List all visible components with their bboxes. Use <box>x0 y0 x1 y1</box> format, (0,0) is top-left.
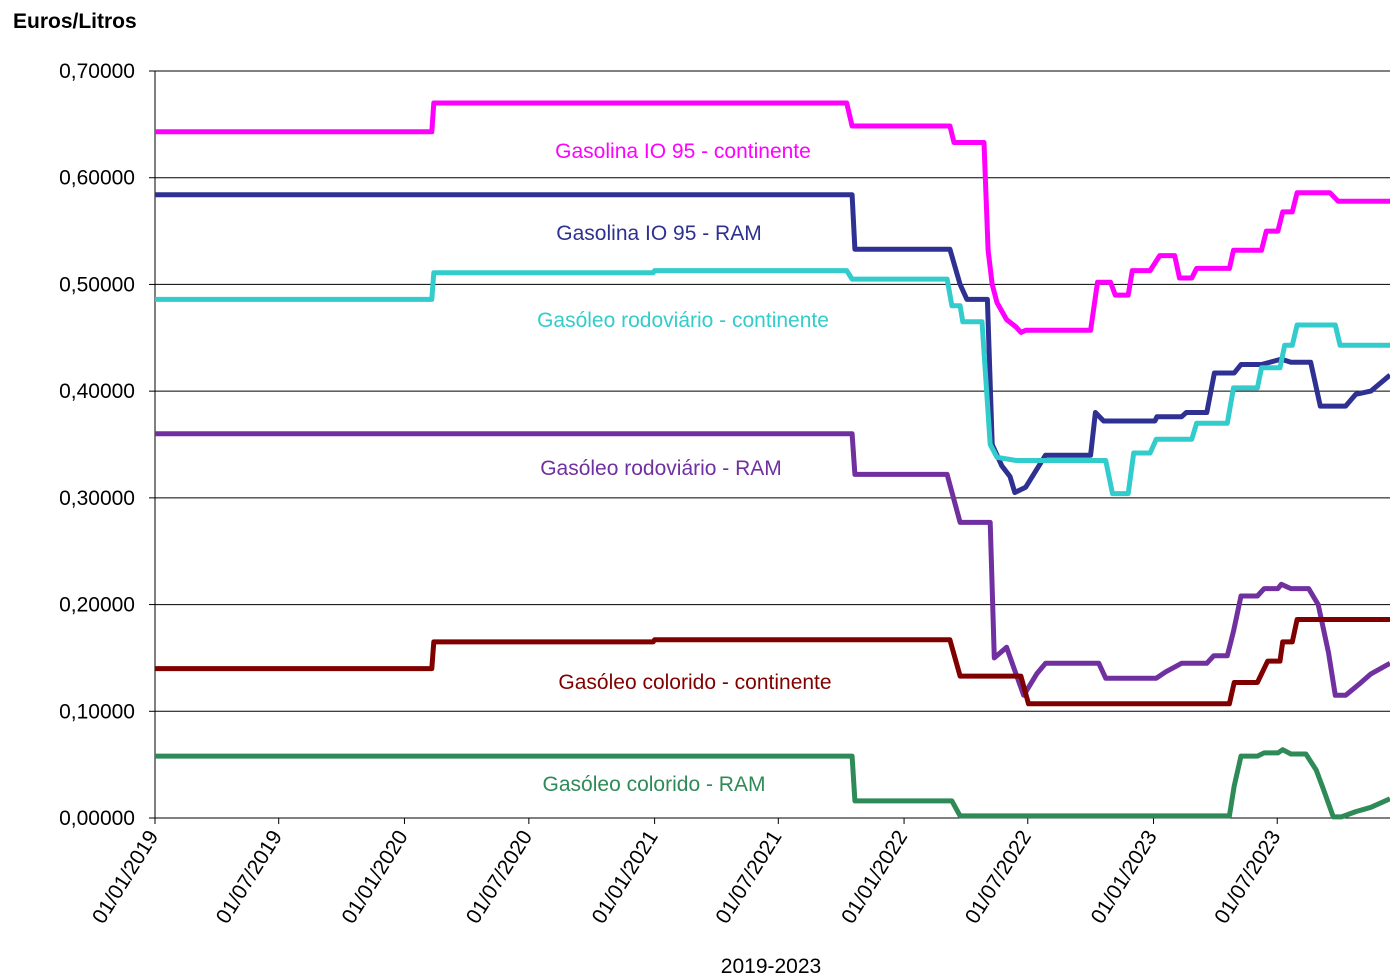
y-tick-label: 0,00000 <box>59 807 135 830</box>
y-tick-label: 0,70000 <box>59 60 135 83</box>
x-tick-label: 01/01/2023 <box>1087 826 1162 927</box>
x-tick-label: 01/07/2023 <box>1210 826 1285 927</box>
y-tick-label: 0,60000 <box>59 167 135 190</box>
y-tick-label: 0,40000 <box>59 380 135 403</box>
series-line <box>155 100 1390 335</box>
x-tick-label: 01/01/2021 <box>588 826 663 927</box>
x-tick-label: 01/01/2020 <box>337 826 412 927</box>
y-tick-label: 0,30000 <box>59 487 135 510</box>
x-tick-label: 01/01/2019 <box>88 826 163 927</box>
series-line <box>155 747 1390 820</box>
x-tick-label: 01/07/2019 <box>212 826 287 927</box>
chart-title: Euros/Litros <box>13 10 137 33</box>
y-tick-label: 0,50000 <box>59 273 135 296</box>
series-line <box>155 617 1390 707</box>
x-tick-label: 01/01/2022 <box>837 826 912 927</box>
series-line <box>155 192 1390 495</box>
series-label: Gasóleo colorido - RAM <box>543 773 766 796</box>
x-tick-label: 01/07/2021 <box>711 826 786 927</box>
x-axis-title: 2019-2023 <box>721 955 821 978</box>
y-tick-label: 0,20000 <box>59 594 135 617</box>
series-label: Gasolina IO 95 - continente <box>555 140 811 163</box>
series-label: Gasóleo rodoviário - RAM <box>540 457 782 480</box>
y-tick-label: 0,10000 <box>59 700 135 723</box>
series-line <box>155 268 1390 497</box>
x-tick-label: 01/07/2020 <box>462 826 537 927</box>
x-tick-label: 01/07/2022 <box>961 826 1036 927</box>
series-label: Gasolina IO 95 - RAM <box>556 222 761 245</box>
series-label: Gasóleo rodoviário - continente <box>537 309 829 332</box>
series-label: Gasóleo colorido - continente <box>558 671 831 694</box>
